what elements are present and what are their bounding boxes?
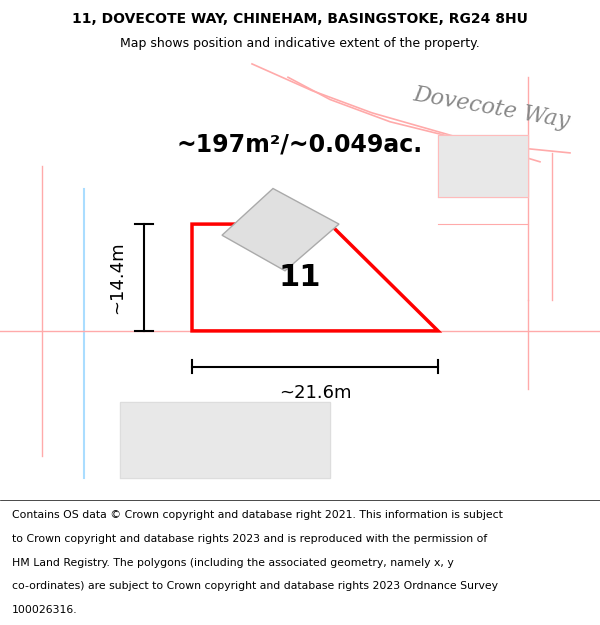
Text: ~197m²/~0.049ac.: ~197m²/~0.049ac.	[177, 132, 423, 156]
Text: Contains OS data © Crown copyright and database right 2021. This information is : Contains OS data © Crown copyright and d…	[12, 510, 503, 520]
Text: ~21.6m: ~21.6m	[279, 384, 351, 402]
Text: 11, DOVECOTE WAY, CHINEHAM, BASINGSTOKE, RG24 8HU: 11, DOVECOTE WAY, CHINEHAM, BASINGSTOKE,…	[72, 12, 528, 26]
Text: Dovecote Way: Dovecote Way	[412, 84, 572, 133]
Text: 11: 11	[279, 263, 321, 292]
Polygon shape	[438, 135, 528, 198]
Text: Map shows position and indicative extent of the property.: Map shows position and indicative extent…	[120, 38, 480, 51]
Polygon shape	[192, 224, 438, 331]
Text: ~14.4m: ~14.4m	[108, 241, 126, 314]
Text: HM Land Registry. The polygons (including the associated geometry, namely x, y: HM Land Registry. The polygons (includin…	[12, 558, 454, 568]
Polygon shape	[222, 189, 339, 271]
Text: to Crown copyright and database rights 2023 and is reproduced with the permissio: to Crown copyright and database rights 2…	[12, 534, 487, 544]
Text: 100026316.: 100026316.	[12, 605, 77, 615]
Text: co-ordinates) are subject to Crown copyright and database rights 2023 Ordnance S: co-ordinates) are subject to Crown copyr…	[12, 581, 498, 591]
Polygon shape	[120, 402, 330, 478]
